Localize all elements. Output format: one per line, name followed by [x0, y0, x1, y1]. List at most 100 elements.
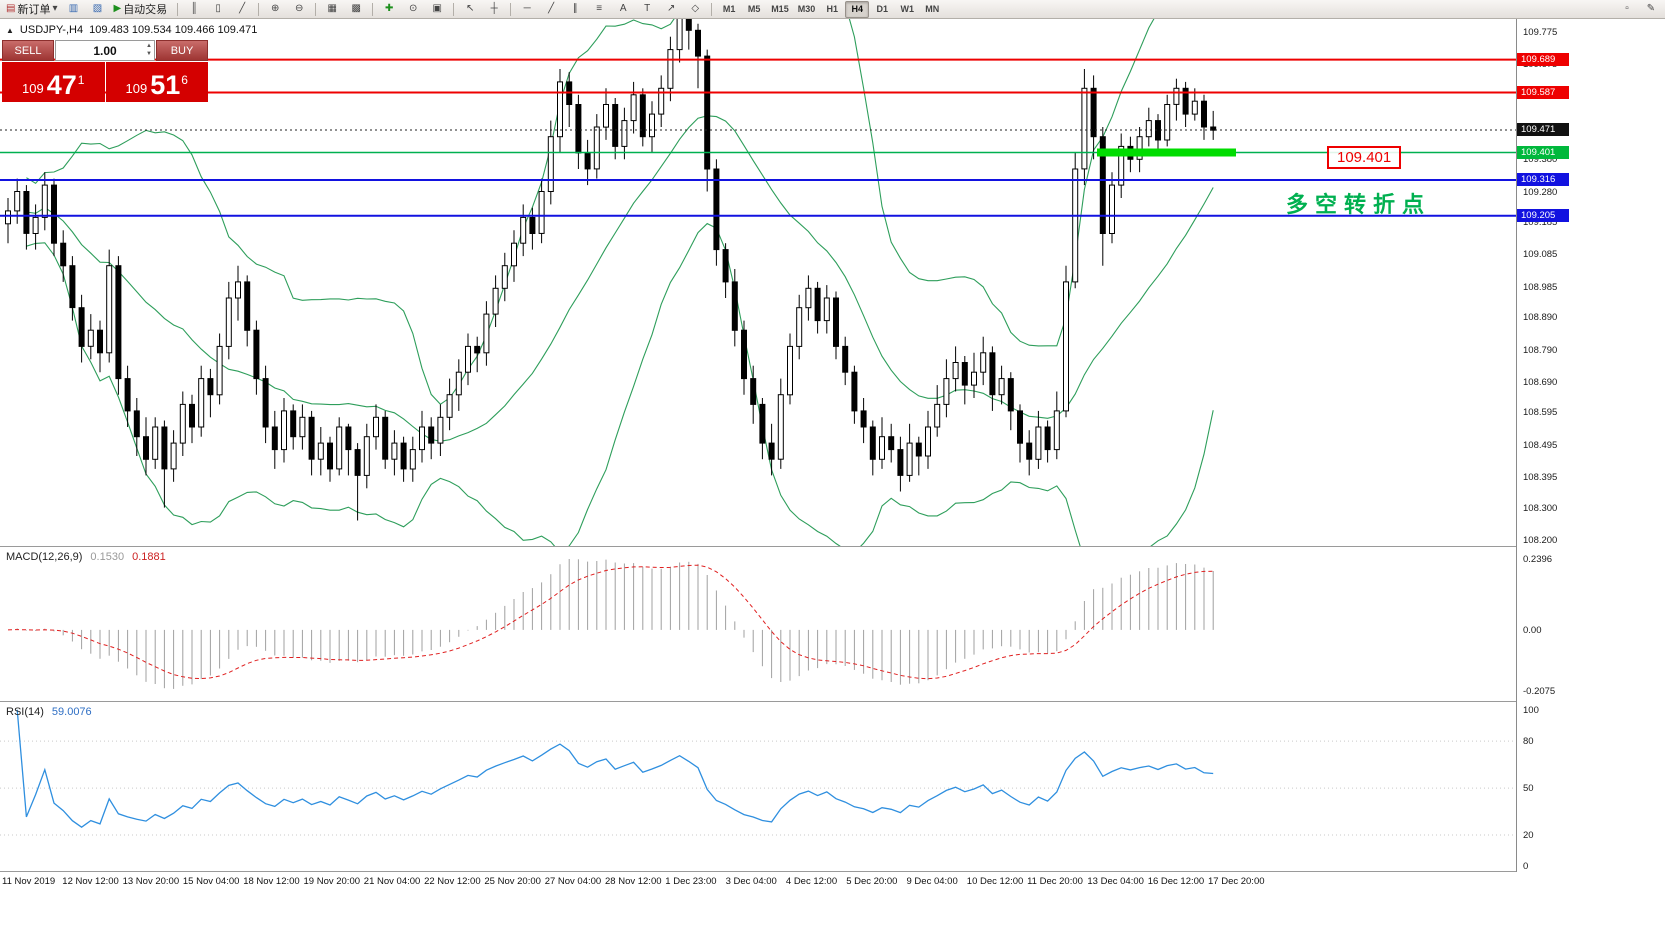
zoom-in-button[interactable]: ⊕ [264, 1, 286, 18]
volume-input[interactable] [71, 42, 139, 59]
bar-chart-button[interactable]: ║ [183, 1, 205, 18]
tile-windows-button[interactable]: ▦ [321, 1, 343, 18]
horizontal-line-icon: ─ [523, 3, 531, 14]
line-chart-button[interactable]: ╱ [231, 1, 253, 18]
collapse-panel-icon[interactable]: ▲ [6, 25, 14, 35]
rsi-value: 59.0076 [51, 706, 92, 718]
fibonacci-tool-button[interactable]: ≡ [588, 1, 610, 18]
price-tag: 109.587 [1517, 85, 1569, 99]
edit-button[interactable]: ✎ [1640, 1, 1662, 18]
timeframe-d1[interactable]: D1 [876, 4, 888, 14]
auto-trading-button[interactable]: ▶ 自动交易 [110, 1, 172, 18]
rsi-name: RSI(14) [6, 706, 44, 718]
profiles-icon: ▩ [351, 3, 361, 14]
time-axis-label: 25 Nov 20:00 [484, 876, 541, 887]
time-axis-label: 4 Dec 12:00 [785, 876, 838, 887]
panel-divider[interactable] [0, 701, 1665, 702]
time-axis-label: 9 Dec 04:00 [906, 876, 958, 887]
indicators-button[interactable]: ✚ [378, 1, 400, 18]
panel-divider[interactable] [0, 546, 1665, 547]
time-axis-label: 1 Dec 23:00 [665, 876, 717, 887]
price-tick-label: 108.595 [1523, 407, 1558, 419]
news-button[interactable]: ▧ [86, 1, 108, 18]
price-tick-label: 109.775 [1523, 26, 1558, 38]
timeframe-mn[interactable]: MN [925, 4, 940, 14]
chart-area: 109.775109.675109.580109.480109.380109.2… [0, 19, 1665, 944]
volume-up-icon[interactable]: ▲ [146, 43, 152, 49]
buy-price-button[interactable]: 109 51 6 [105, 62, 208, 102]
new-order-icon: ▤ [6, 3, 16, 14]
label-tool-button[interactable]: T [636, 1, 658, 18]
timeframe-w1[interactable]: W1 [900, 4, 914, 14]
rsi-axis-label: 80 [1523, 736, 1534, 748]
price-chart[interactable] [0, 19, 1516, 546]
window-button[interactable]: ▫ [1616, 1, 1638, 18]
buy-price-base: 109 [125, 81, 148, 96]
timeframe-m5[interactable]: M5 [747, 4, 761, 14]
timeframe-h1[interactable]: H1 [826, 4, 838, 14]
rsi-panel-chart[interactable] [0, 702, 1516, 871]
sell-price-button[interactable]: 109 47 1 [2, 62, 105, 102]
time-axis-label: 13 Nov 20:00 [122, 876, 180, 887]
timeframe-m30[interactable]: M30 [797, 4, 816, 14]
price-tag: 109.401 [1517, 145, 1569, 159]
price-tick-label: 108.985 [1523, 281, 1558, 293]
rsi-axis-label: 50 [1523, 783, 1534, 795]
time-axis-label: 13 Dec 04:00 [1087, 876, 1144, 887]
price-tag: 109.471 [1517, 122, 1569, 136]
charts-button[interactable]: ▥ [62, 1, 84, 18]
sell-price-base: 109 [22, 81, 44, 96]
arrows-tool-button[interactable]: ↗ [660, 1, 682, 18]
toolbar-separator [711, 2, 713, 16]
text-tool-button[interactable]: A [612, 1, 634, 18]
time-axis-label: 11 Nov 2019 [2, 876, 56, 887]
sell-button[interactable]: SELL [2, 40, 54, 61]
shapes-tool-button[interactable]: ◇ [684, 1, 706, 18]
profiles-button[interactable]: ▩ [345, 1, 367, 18]
new-order-button[interactable]: ▤ 新订单 ▾ [3, 1, 60, 18]
zoom-out-button[interactable]: ⊖ [288, 1, 310, 18]
price-tick-label: 108.890 [1523, 312, 1558, 324]
periods-button[interactable]: ⊙ [402, 1, 424, 18]
price-axis[interactable]: 109.775109.675109.580109.480109.380109.2… [1516, 19, 1665, 872]
price-tick-label: 109.085 [1523, 249, 1558, 261]
channel-tool-button[interactable]: ∥ [564, 1, 586, 18]
volume-down-icon[interactable]: ▼ [146, 51, 152, 57]
macd-axis-label: 0.2396 [1523, 553, 1553, 565]
cursor-tool-button[interactable]: ↖ [459, 1, 481, 18]
time-axis[interactable]: 11 Nov 2019 12 Nov 12:00 13 Nov 20:00 15 No… [0, 872, 1516, 894]
auto-trading-label: 自动交易 [123, 4, 168, 16]
price-annotation-box[interactable]: 109.401 [1327, 146, 1402, 169]
sell-price-pips: 47 [46, 70, 77, 100]
templates-button[interactable]: ▣ [426, 1, 448, 18]
chevron-down-icon: ▾ [52, 3, 58, 14]
toolbar-separator [372, 2, 374, 16]
time-axis-label: 22 Nov 12:00 [424, 876, 481, 887]
price-tick-label: 108.690 [1523, 376, 1558, 388]
price-tag: 109.689 [1517, 52, 1569, 66]
charts-icon: ▥ [68, 3, 79, 14]
timeframe-h4[interactable]: H4 [845, 0, 870, 18]
buy-price-point: 6 [181, 73, 188, 87]
turning-point-text[interactable]: 多空转折点 [1286, 192, 1432, 217]
crosshair-tool-button[interactable]: ┼ [483, 1, 505, 18]
rsi-axis-label: 0 [1523, 861, 1529, 873]
macd-panel-chart[interactable] [0, 547, 1516, 701]
time-axis-label: 5 Dec 20:00 [846, 876, 898, 887]
time-axis-label: 12 Nov 12:00 [62, 876, 119, 887]
price-tag: 109.316 [1517, 172, 1569, 186]
time-axis-label: 21 Nov 04:00 [363, 876, 421, 887]
periods-icon: ⊙ [408, 3, 418, 14]
candlestick-chart-button[interactable]: ▯ [207, 1, 229, 18]
timeframe-m15[interactable]: M15 [771, 4, 789, 14]
hline-tool-button[interactable]: ─ [516, 1, 538, 18]
rsi-axis-label: 20 [1523, 830, 1534, 841]
one-click-trading-panel: SELL ▲ ▼ BUY 109 47 1 109 [2, 40, 208, 102]
trendline-tool-button[interactable]: ╱ [540, 1, 562, 18]
crosshair-icon: ┼ [490, 3, 498, 14]
timeframe-m1[interactable]: M1 [722, 4, 736, 14]
rsi-header: RSI(14) 59.0076 [6, 706, 92, 718]
buy-button[interactable]: BUY [156, 40, 208, 61]
price-tick-label: 109.280 [1523, 186, 1558, 198]
arrows-tool-icon: ↗ [666, 3, 676, 14]
